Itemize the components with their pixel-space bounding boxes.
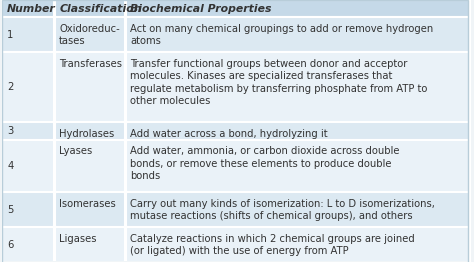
Bar xyxy=(2,18,54,52)
Bar xyxy=(55,0,125,18)
Text: Transfer functional groups between donor and acceptor
molecules. Kinases are spe: Transfer functional groups between donor… xyxy=(130,59,428,106)
Bar xyxy=(55,52,125,122)
Bar xyxy=(55,140,125,192)
Text: Number: Number xyxy=(7,4,56,14)
Bar xyxy=(55,122,125,140)
Bar xyxy=(126,52,470,122)
Bar xyxy=(2,52,54,122)
Bar xyxy=(55,18,125,52)
Text: Oxidoreduc-
tases: Oxidoreduc- tases xyxy=(59,24,120,46)
Text: Ligases: Ligases xyxy=(59,234,97,244)
Bar xyxy=(2,0,54,18)
Bar xyxy=(126,0,470,18)
Bar xyxy=(126,18,470,52)
Text: Transferases: Transferases xyxy=(59,59,122,69)
Text: Carry out many kinds of isomerization: L to D isomerizations,
mutase reactions (: Carry out many kinds of isomerization: L… xyxy=(130,199,435,221)
Text: 1: 1 xyxy=(7,30,13,40)
Text: 6: 6 xyxy=(7,239,13,249)
Text: Catalyze reactions in which 2 chemical groups are joined
(or ligated) with the u: Catalyze reactions in which 2 chemical g… xyxy=(130,234,415,256)
Text: Isomerases: Isomerases xyxy=(59,199,116,209)
Text: Hydrolases: Hydrolases xyxy=(59,129,115,139)
Text: 5: 5 xyxy=(7,205,13,215)
Bar xyxy=(2,122,54,140)
Text: 3: 3 xyxy=(7,126,13,136)
Text: Biochemical Properties: Biochemical Properties xyxy=(130,4,272,14)
Text: Classification: Classification xyxy=(59,4,142,14)
Bar xyxy=(126,192,470,227)
Bar xyxy=(2,140,54,192)
Text: Add water, ammonia, or carbon dioxide across double
bonds, or remove these eleme: Add water, ammonia, or carbon dioxide ac… xyxy=(130,146,400,181)
Bar xyxy=(126,122,470,140)
Text: Act on many chemical groupings to add or remove hydrogen
atoms: Act on many chemical groupings to add or… xyxy=(130,24,434,46)
Bar xyxy=(55,227,125,262)
Text: 4: 4 xyxy=(7,161,13,171)
Text: Lyases: Lyases xyxy=(59,146,92,156)
Bar xyxy=(2,192,54,227)
Text: Add water across a bond, hydrolyzing it: Add water across a bond, hydrolyzing it xyxy=(130,129,328,139)
Bar xyxy=(55,192,125,227)
Bar xyxy=(126,140,470,192)
Text: 2: 2 xyxy=(7,82,13,92)
Bar xyxy=(126,227,470,262)
Bar xyxy=(2,227,54,262)
